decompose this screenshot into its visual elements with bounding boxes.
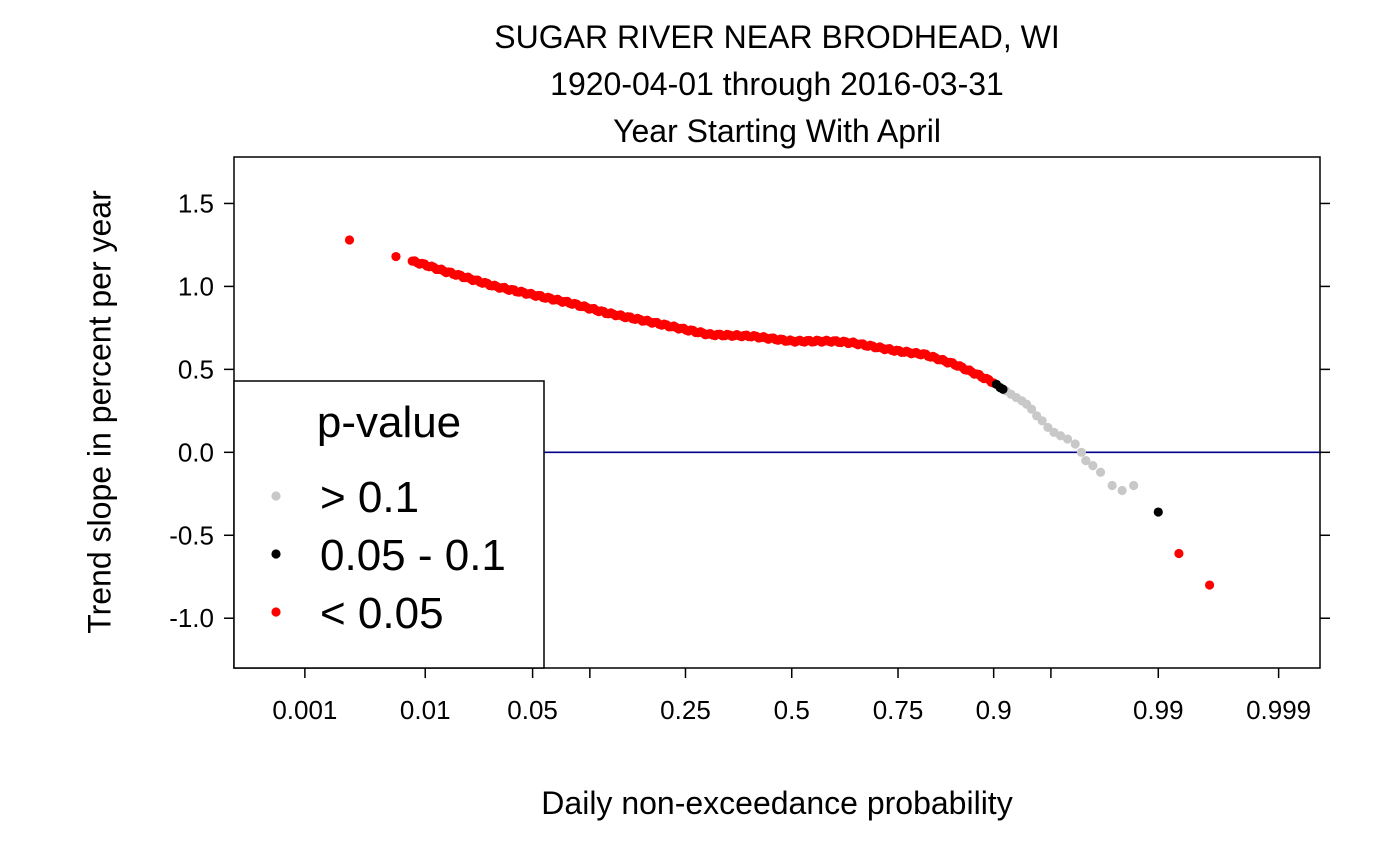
- point-p-gt-01: [1043, 422, 1053, 433]
- point-p-gt-01: [1081, 456, 1091, 466]
- x-tick-label: 0.999: [1246, 695, 1311, 725]
- point-p-gt-01: [1088, 460, 1098, 471]
- point-p-gt-01: [1129, 480, 1139, 491]
- x-tick-label: 0.9: [976, 695, 1012, 725]
- point-p-gt-01: [1070, 439, 1080, 449]
- y-axis-label: Trend slope in percent per year: [81, 190, 118, 634]
- chart-subtitle: 1920-04-01 through 2016-03-31: [550, 66, 1004, 102]
- y-tick-label: 0.5: [178, 354, 214, 384]
- point-p-gt-01: [1026, 404, 1037, 414]
- point-p-005-01: [998, 384, 1008, 394]
- legend-label: > 0.1: [320, 473, 419, 522]
- point-p-gt-01: [1117, 485, 1127, 496]
- x-tick-label: 0.99: [1133, 695, 1184, 725]
- point-p-gt-01: [1107, 480, 1117, 491]
- y-tick-label: 1.5: [178, 188, 214, 218]
- x-tick-label: 0.5: [774, 695, 810, 725]
- point-p-005-01: [1153, 507, 1163, 517]
- y-tick-label: -1.0: [169, 603, 214, 633]
- chart-title: SUGAR RIVER NEAR BRODHEAD, WI: [494, 19, 1060, 55]
- chart-subtitle-2: Year Starting With April: [613, 113, 941, 149]
- point-p-gt-01: [1076, 447, 1087, 457]
- point-p-lt-005: [391, 251, 401, 262]
- legend-marker: [271, 491, 281, 501]
- x-tick-label: 0.25: [660, 695, 711, 725]
- point-p-gt-01: [1037, 416, 1047, 426]
- point-p-lt-005: [1204, 580, 1215, 590]
- legend-label: < 0.05: [320, 589, 444, 638]
- x-tick-label: 0.01: [400, 695, 451, 725]
- point-p-lt-005: [344, 235, 355, 245]
- point-p-gt-01: [1062, 434, 1073, 444]
- legend-marker: [271, 607, 281, 617]
- legend-label: 0.05 - 0.1: [320, 531, 506, 580]
- point-p-gt-01: [1055, 431, 1066, 441]
- point-p-gt-01: [1095, 467, 1106, 477]
- legend-marker: [271, 549, 281, 559]
- legend-title: p-value: [317, 398, 461, 447]
- point-p-lt-005: [1174, 548, 1184, 559]
- y-tick-label: 0.0: [178, 437, 214, 467]
- x-axis-label: Daily non-exceedance probability: [541, 785, 1013, 821]
- x-tick-label: 0.001: [272, 695, 337, 725]
- x-tick-label: 0.05: [507, 695, 558, 725]
- legend-box: [233, 380, 545, 669]
- x-tick-label: 0.75: [873, 695, 924, 725]
- y-tick-label: 1.0: [178, 271, 214, 301]
- y-tick-label: -0.5: [169, 520, 214, 550]
